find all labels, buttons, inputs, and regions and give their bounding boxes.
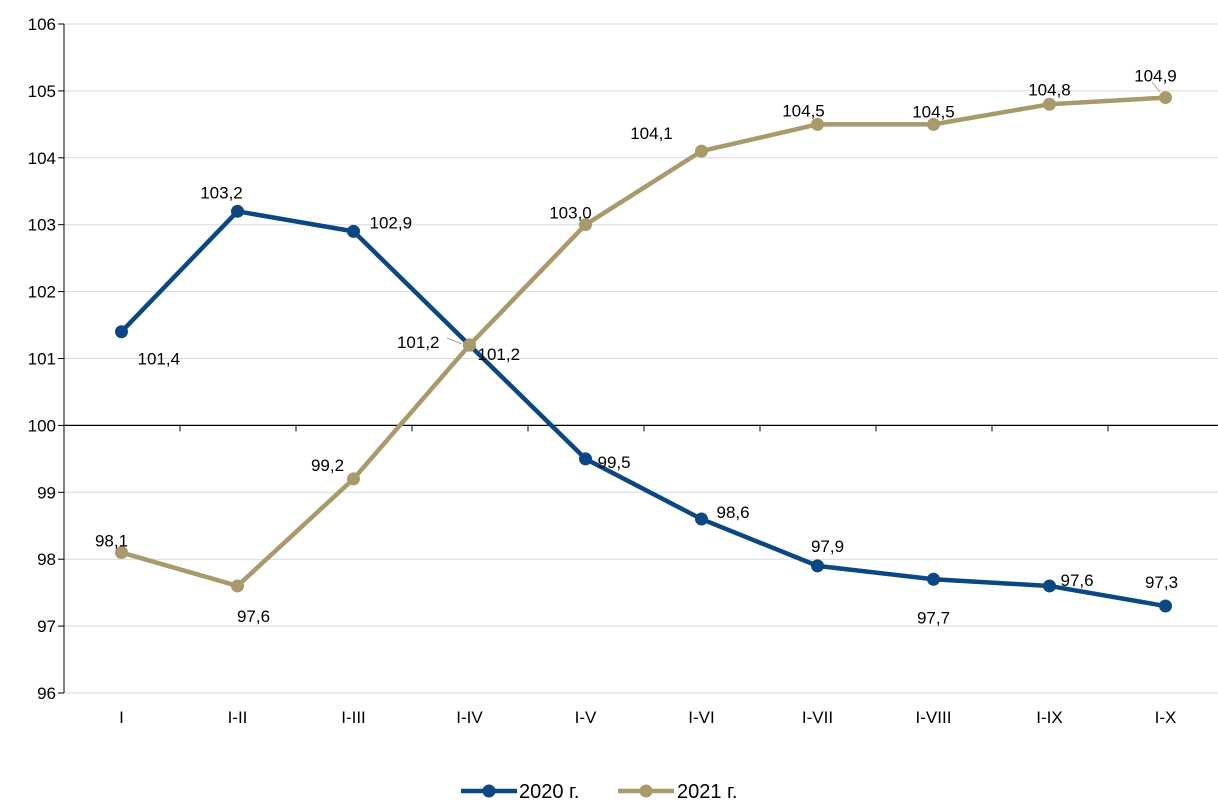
data-point <box>1043 97 1056 111</box>
y-tick-label: 106 <box>28 15 56 34</box>
data-label: 103,2 <box>200 183 243 202</box>
x-tick-label: I-IX <box>1036 708 1062 727</box>
y-tick-label: 103 <box>28 216 56 235</box>
data-label: 104,1 <box>630 124 673 143</box>
data-label: 99,2 <box>311 456 344 475</box>
legend-label: 2021 г. <box>677 781 737 800</box>
x-tick-label: I-IV <box>456 708 483 727</box>
data-point <box>347 472 360 486</box>
data-point <box>811 559 824 573</box>
x-tick-label: I-VII <box>802 708 833 727</box>
data-label: 104,5 <box>912 102 955 121</box>
y-tick-label: 96 <box>37 684 56 703</box>
y-tick-label: 105 <box>28 82 56 101</box>
legend: 2020 г. 2021 г. <box>461 781 737 803</box>
legend-label: 2020 г. <box>519 781 579 800</box>
x-tick-label: I-V <box>575 708 597 727</box>
data-point <box>695 144 708 158</box>
data-point <box>811 117 824 131</box>
x-tick-label: I-X <box>1155 708 1177 727</box>
data-point <box>927 572 940 586</box>
x-tick-label: I-VI <box>688 708 714 727</box>
x-tick-label: I-VIII <box>916 708 952 727</box>
data-point <box>1159 91 1172 105</box>
data-label: 97,6 <box>237 607 270 626</box>
y-tick-label: 102 <box>28 283 56 302</box>
data-point <box>579 452 592 466</box>
y-axis-tick-labels: 96 97 98 99 100 101 102 103 104 105 106 <box>28 15 56 703</box>
y-tick-label: 97 <box>37 617 56 636</box>
data-label: 101,2 <box>478 345 521 364</box>
leader-line <box>1151 81 1161 93</box>
y-tick-label: 98 <box>37 550 56 569</box>
data-label: 99,5 <box>598 453 631 472</box>
data-point <box>463 338 476 352</box>
data-label: 104,9 <box>1134 67 1177 86</box>
data-point <box>1043 579 1056 593</box>
y-tick-label: 99 <box>37 483 56 502</box>
series-line <box>120 95 1166 589</box>
data-label: 98,1 <box>95 532 128 551</box>
leader-line <box>446 337 463 345</box>
data-point <box>347 224 360 238</box>
data-label: 97,6 <box>1061 571 1094 590</box>
data-label: 101,2 <box>397 333 440 352</box>
legend-swatch-marker <box>482 784 496 798</box>
series-2: 98,1 97,6 99,2 101,2 103,0 104,1 104,5 104,5 104… <box>95 67 1177 626</box>
data-point <box>115 325 128 339</box>
data-point <box>231 204 244 218</box>
data-point <box>927 117 940 131</box>
data-point <box>115 546 128 560</box>
y-tick-label: 101 <box>28 350 56 369</box>
data-label: 98,6 <box>717 503 750 522</box>
data-label: 101,4 <box>138 350 181 369</box>
data-label: 97,3 <box>1145 573 1178 592</box>
x-axis-tick-labels: I I-II I-III I-IV I-V I-VI I-VII I-VIII I-IX I-X <box>119 708 1176 727</box>
data-label: 102,9 <box>370 213 413 232</box>
y-tick-label: 100 <box>28 416 56 435</box>
series-1: 101,4 103,2 102,9 101,2 99,5 98,6 97,9 97,7 97,6… <box>115 183 1178 627</box>
data-label: 104,5 <box>782 101 825 120</box>
data-point <box>1159 599 1172 613</box>
x-tick-label: I-III <box>341 708 366 727</box>
x-tick-label: I-II <box>228 708 248 727</box>
data-label: 97,9 <box>811 537 844 556</box>
data-point <box>579 218 592 232</box>
data-label: 103,0 <box>549 204 592 223</box>
series-line <box>119 209 1166 609</box>
y-tick-label: 104 <box>28 149 56 168</box>
data-point <box>231 579 244 593</box>
data-point <box>695 512 708 526</box>
data-label: 104,8 <box>1028 80 1071 99</box>
x-tick-label: I <box>119 708 124 727</box>
gridlines <box>58 23 1218 694</box>
data-label: 97,7 <box>917 608 950 627</box>
legend-swatch-marker <box>639 784 653 798</box>
